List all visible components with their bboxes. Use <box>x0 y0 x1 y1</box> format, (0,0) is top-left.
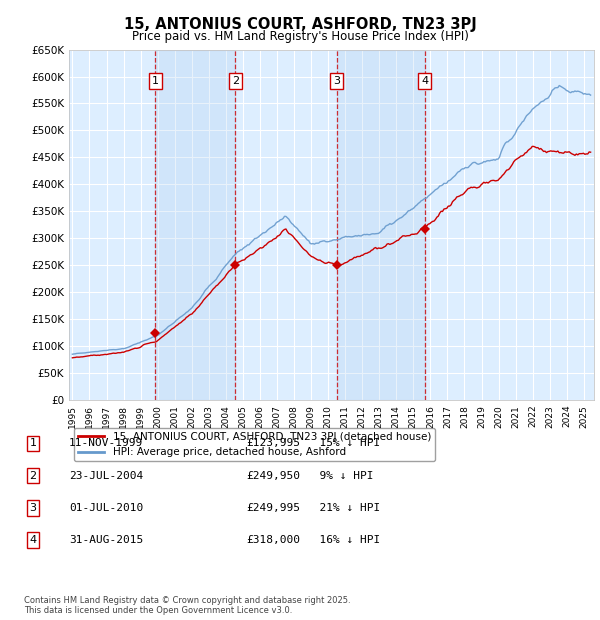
Text: 4: 4 <box>29 535 37 545</box>
Text: £318,000: £318,000 <box>246 535 300 545</box>
Bar <box>155 50 235 400</box>
Text: 11-NOV-1999: 11-NOV-1999 <box>69 438 143 448</box>
Text: 31-AUG-2015: 31-AUG-2015 <box>69 535 143 545</box>
Text: 9% ↓ HPI: 9% ↓ HPI <box>306 471 373 480</box>
Text: 23-JUL-2004: 23-JUL-2004 <box>69 471 143 480</box>
Text: Contains HM Land Registry data © Crown copyright and database right 2025.
This d: Contains HM Land Registry data © Crown c… <box>24 596 350 615</box>
Text: £249,950: £249,950 <box>246 471 300 480</box>
Text: 2: 2 <box>29 471 37 480</box>
Text: £249,995: £249,995 <box>246 503 300 513</box>
Legend: 15, ANTONIUS COURT, ASHFORD, TN23 3PJ (detached house), HPI: Average price, deta: 15, ANTONIUS COURT, ASHFORD, TN23 3PJ (d… <box>74 428 435 461</box>
Text: 1: 1 <box>29 438 37 448</box>
Text: 3: 3 <box>333 76 340 86</box>
Bar <box>337 50 425 400</box>
Text: 21% ↓ HPI: 21% ↓ HPI <box>306 503 380 513</box>
Text: 2: 2 <box>232 76 239 86</box>
Text: 01-JUL-2010: 01-JUL-2010 <box>69 503 143 513</box>
Text: 15, ANTONIUS COURT, ASHFORD, TN23 3PJ: 15, ANTONIUS COURT, ASHFORD, TN23 3PJ <box>124 17 476 32</box>
Text: 1: 1 <box>152 76 159 86</box>
Text: 15% ↓ HPI: 15% ↓ HPI <box>306 438 380 448</box>
Text: Price paid vs. HM Land Registry's House Price Index (HPI): Price paid vs. HM Land Registry's House … <box>131 30 469 43</box>
Text: £123,995: £123,995 <box>246 438 300 448</box>
Text: 4: 4 <box>421 76 428 86</box>
Text: 3: 3 <box>29 503 37 513</box>
Text: 16% ↓ HPI: 16% ↓ HPI <box>306 535 380 545</box>
